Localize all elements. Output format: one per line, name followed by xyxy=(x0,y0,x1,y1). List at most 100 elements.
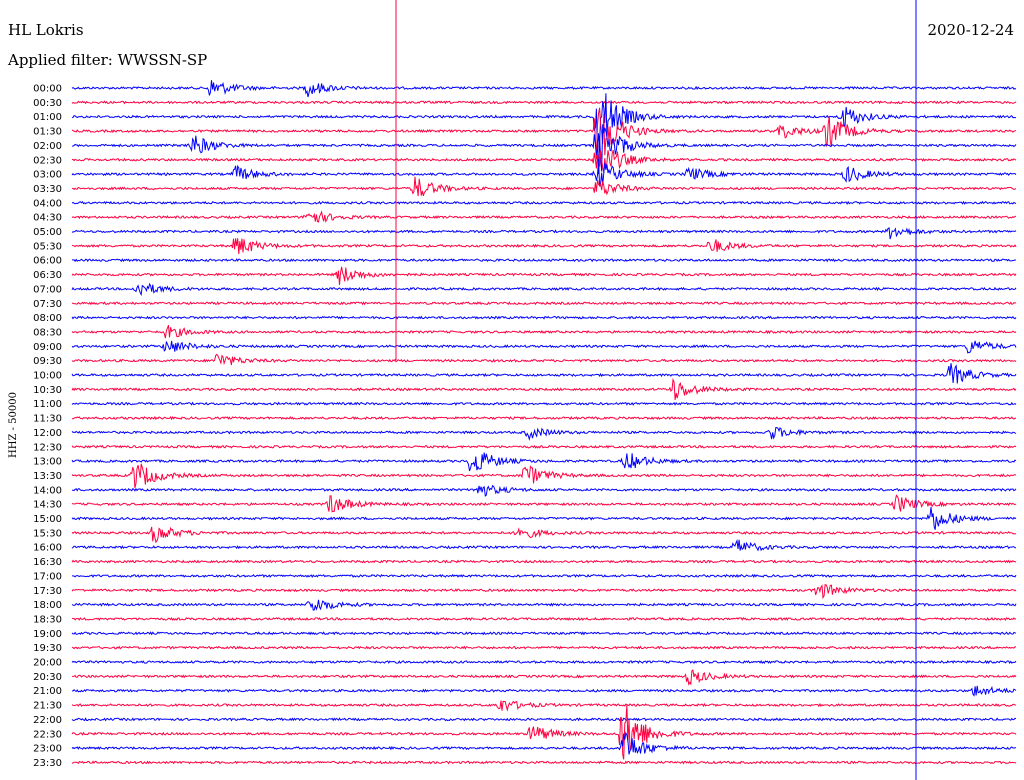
row-time-label: 17:30 xyxy=(33,586,62,597)
row-time-label: 03:30 xyxy=(33,184,62,195)
seismic-trace-row xyxy=(71,415,1017,421)
seismic-trace-row xyxy=(71,760,1017,765)
date-label: 2020-12-24 xyxy=(928,21,1014,39)
row-time-label: 20:00 xyxy=(33,658,62,669)
seismic-trace-row xyxy=(71,340,1017,354)
seismic-trace-row xyxy=(71,325,1017,339)
seismic-trace-row xyxy=(71,124,1017,175)
seismic-trace-row xyxy=(71,353,1017,366)
row-time-label: 04:00 xyxy=(33,198,62,209)
row-time-label: 20:30 xyxy=(33,672,62,683)
row-time-label: 14:00 xyxy=(33,485,62,496)
row-time-label: 06:30 xyxy=(33,270,62,281)
row-time-label: 10:30 xyxy=(33,385,62,396)
row-time-label: 22:00 xyxy=(33,715,62,726)
row-time-label: 00:00 xyxy=(33,84,62,95)
time-labels: 00:00 00:30 01:00 01:30 02:00 02:30 03:00 03:30… xyxy=(33,84,62,769)
seismic-trace-row xyxy=(71,631,1017,636)
row-time-label: 02:00 xyxy=(33,141,62,152)
row-time-label: 23:30 xyxy=(33,758,62,769)
seismic-trace-row xyxy=(71,494,1017,513)
vertical-markers xyxy=(395,0,917,780)
row-time-label: 13:30 xyxy=(33,471,62,482)
row-time-label: 21:00 xyxy=(33,686,62,697)
row-time-label: 11:30 xyxy=(33,414,62,425)
row-time-label: 16:30 xyxy=(33,557,62,568)
seismic-trace-row xyxy=(71,93,1017,156)
seismic-trace-row xyxy=(71,266,1017,285)
row-time-label: 21:30 xyxy=(33,701,62,712)
seismic-trace-row xyxy=(71,80,1017,98)
row-time-label: 06:00 xyxy=(33,256,62,267)
seismic-trace-row xyxy=(71,507,1017,530)
seismic-trace-row xyxy=(71,227,1017,240)
seismic-trace-row xyxy=(71,301,1017,306)
row-time-label: 01:00 xyxy=(33,112,62,123)
row-time-label: 13:00 xyxy=(33,457,62,468)
seismic-trace-row xyxy=(71,149,1017,173)
row-time-label: 18:30 xyxy=(33,614,62,625)
station-title: HL Lokris xyxy=(8,21,84,39)
seismic-trace-row xyxy=(71,717,1017,722)
seismic-trace-row xyxy=(71,659,1017,665)
seismic-trace-row xyxy=(71,452,1017,472)
row-time-label: 07:00 xyxy=(33,284,62,295)
row-time-label: 05:00 xyxy=(33,227,62,238)
row-time-label: 02:30 xyxy=(33,155,62,166)
row-time-label: 12:30 xyxy=(33,442,62,453)
seismic-trace-row xyxy=(71,645,1017,650)
row-time-label: 08:00 xyxy=(33,313,62,324)
seismic-trace-row xyxy=(71,573,1017,579)
row-time-label: 01:30 xyxy=(33,127,62,138)
seismic-trace-row xyxy=(71,559,1017,564)
seismic-trace-row xyxy=(71,484,1017,497)
seismic-trace-row xyxy=(71,176,1017,197)
seismic-trace-row xyxy=(71,210,1017,223)
seismic-trace-row xyxy=(71,526,1017,544)
row-time-label: 19:30 xyxy=(33,643,62,654)
row-time-label: 11:00 xyxy=(33,399,62,410)
seismic-trace-row xyxy=(71,700,1016,712)
seismic-trace-row xyxy=(71,704,1017,760)
trace-rows xyxy=(71,80,1017,765)
row-time-label: 09:00 xyxy=(33,342,62,353)
row-time-label: 05:30 xyxy=(33,241,62,252)
row-time-label: 09:30 xyxy=(33,356,62,367)
seismic-trace-row xyxy=(71,315,1017,320)
row-time-label: 18:00 xyxy=(33,600,62,611)
seismic-trace-row xyxy=(71,685,1017,697)
seismic-trace-row xyxy=(71,363,1017,384)
row-time-label: 00:30 xyxy=(33,98,62,109)
row-time-label: 04:30 xyxy=(33,213,62,224)
seismic-trace-row xyxy=(71,401,1017,406)
row-time-label: 19:00 xyxy=(33,629,62,640)
seismic-trace-row xyxy=(71,100,1017,105)
seismic-trace-row xyxy=(71,444,1017,449)
seismic-trace-row xyxy=(71,426,1017,441)
row-time-label: 15:30 xyxy=(33,528,62,539)
row-time-label: 10:00 xyxy=(33,371,62,382)
seismic-trace-row xyxy=(71,238,1017,255)
row-time-label: 23:00 xyxy=(33,744,62,755)
seismic-trace-row xyxy=(71,258,1017,263)
seismic-trace-row xyxy=(71,282,1017,297)
seismic-trace-row xyxy=(71,538,1016,552)
row-time-label: 12:00 xyxy=(33,428,62,439)
filter-subtitle: Applied filter: WWSSN-SP xyxy=(7,51,207,69)
row-time-label: 17:00 xyxy=(33,571,62,582)
seismic-trace-row xyxy=(72,669,1017,686)
row-time-label: 07:30 xyxy=(33,299,62,310)
row-time-label: 03:00 xyxy=(33,170,62,181)
seismic-trace-row xyxy=(71,107,1017,160)
row-time-label: 14:30 xyxy=(33,500,62,511)
seismic-trace-row xyxy=(71,616,1017,622)
seismic-trace-row xyxy=(71,158,1017,187)
seismic-trace-row xyxy=(71,599,1017,611)
seismic-trace-row xyxy=(71,200,1017,205)
seismic-trace-row xyxy=(71,463,1017,489)
row-time-label: 22:30 xyxy=(33,729,62,740)
seismic-trace-row xyxy=(71,377,1017,400)
seismic-trace-row xyxy=(71,731,1017,755)
seismic-trace-row xyxy=(71,583,1017,600)
